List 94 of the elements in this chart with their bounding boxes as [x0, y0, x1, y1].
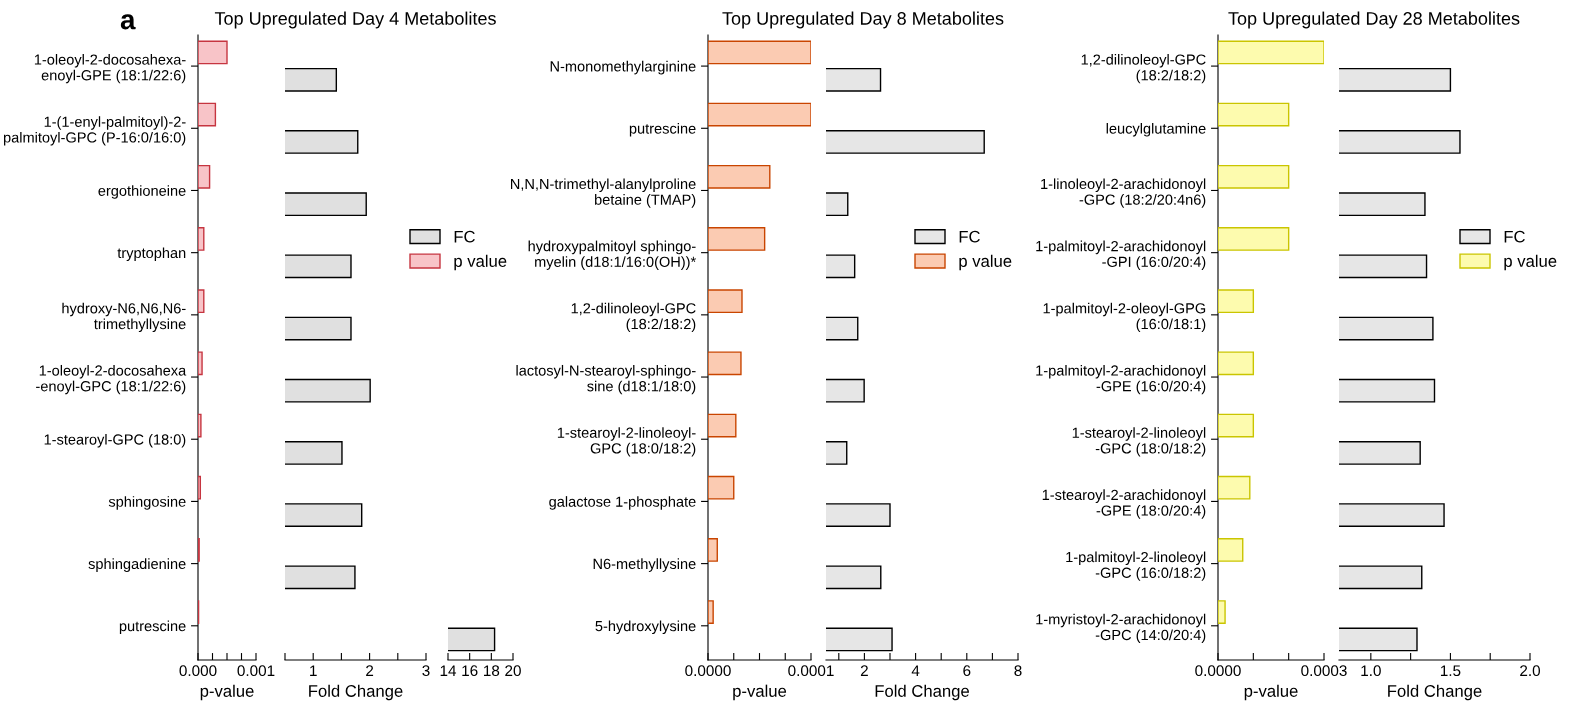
- legend-label: p value: [959, 254, 1012, 271]
- bar: [1218, 351, 1255, 376]
- y-tick-label: 5-hydroxylysine: [595, 620, 696, 635]
- y-tick-label: tryptophan: [117, 247, 186, 261]
- bar: [198, 40, 228, 65]
- bar: [198, 289, 205, 314]
- x-tick-label: 1.0: [1361, 665, 1381, 677]
- bar: [708, 164, 771, 189]
- x-tick-label: 0.0000: [685, 665, 731, 677]
- y-tick-label: 1-stearoyl-GPC (18:0): [44, 433, 186, 448]
- x-tick-label: 14: [440, 665, 457, 676]
- x-tick-label: 2.0: [1520, 665, 1541, 677]
- x-tick-label: 8: [1014, 665, 1022, 677]
- bar: [198, 413, 202, 438]
- text: Top Upregulated Day 8 Metabolites: [722, 11, 1004, 29]
- bar: [198, 227, 205, 251]
- bar: [198, 164, 211, 189]
- x-axis-title: p-value: [733, 684, 787, 701]
- legend-label: p value: [454, 254, 507, 271]
- y-tick-label: 1,2-dilinoleoyl-GPC (18:2/18:2): [1081, 54, 1206, 84]
- y-tick-label: 1-oleoyl-2-docosahexa -enoyl-GPC (18:1/22:6): [36, 364, 187, 395]
- y-tick-label: putrescine: [119, 620, 186, 635]
- y-tick-label: 1-myristoyl-2-arachidonoyl -GPC (14:0/20:4): [1036, 613, 1206, 644]
- y-tick-label: putrescine: [629, 123, 696, 137]
- y-tick-label: 1-palmitoyl-2-oleoyl-GPG (16:0/18:1): [1043, 302, 1206, 333]
- y-tick-label: 1-(1-enyl-palmitoyl)-2- palmitoyl-GPC (P-16:0/16:0): [3, 116, 186, 146]
- y-tick-label: lactosyl-N-stearoyl-sphingo- sine (d18:1/18:0): [516, 364, 696, 395]
- x-tick-label: 0.0001: [788, 665, 834, 677]
- x-tick-label: 18: [484, 665, 500, 677]
- y-tick-label: 1-stearoyl-2-linoleoyl -GPC (18:0/18:2): [1072, 427, 1206, 457]
- text: Top Upregulated Day 28 Metabolites: [1228, 11, 1520, 29]
- y-tick-label: sphingosine: [108, 496, 186, 510]
- y-tick-label: galactose 1-phosphate: [549, 496, 696, 510]
- bar: [708, 413, 737, 438]
- y-tick-label: sphingadienine: [88, 558, 186, 572]
- y-tick-label: 1-oleoyl-2-docosahexa- enoyl-GPE (18:1/22:6): [34, 54, 186, 84]
- legend-label: FC: [454, 230, 475, 243]
- x-tick-label: 0.0000: [1195, 665, 1241, 677]
- y-tick-label: hydroxy-N6,N6,N6- trimethyllysine: [62, 302, 186, 333]
- x-axis-title: p-value: [200, 684, 254, 701]
- bar: [708, 351, 742, 376]
- bar: [708, 475, 735, 500]
- y-tick-label: ergothioneine: [98, 185, 186, 199]
- bar: [708, 600, 714, 625]
- bar: [708, 102, 811, 127]
- x-tick-label: 16: [462, 665, 478, 677]
- x-tick-label: 6: [963, 665, 971, 677]
- bar: [1218, 289, 1255, 314]
- y-tick-label: 1-palmitoyl-2-arachidonoyl -GPI (16:0/20:4): [1036, 240, 1206, 270]
- x-tick-label: 0.001: [237, 665, 275, 677]
- y-tick-label: 1-palmitoyl-2-arachidonoyl -GPE (16:0/20:4): [1036, 364, 1206, 395]
- y-tick-label: N,N,N-trimethyl-alanylproline betaine (TMAP): [511, 178, 696, 208]
- y-tick-label: 1,2-dilinoleoyl-GPC (18:2/18:2): [571, 302, 696, 333]
- bar: [708, 538, 718, 562]
- legend-label: FC: [1504, 230, 1525, 243]
- x-tick-label: 0.000: [179, 665, 217, 677]
- y-tick-label: 1-palmitoyl-2-linoleoyl -GPC (16:0/18:2): [1066, 551, 1206, 581]
- legend-label: p value: [1504, 254, 1557, 271]
- bar: [198, 475, 202, 500]
- bar: [1218, 102, 1290, 127]
- y-tick-label: N-monomethylarginine: [550, 60, 696, 75]
- x-tick-label: 20: [505, 665, 521, 677]
- bar: [1218, 538, 1244, 562]
- bar: [1218, 475, 1251, 500]
- x-axis-title: Fold Change: [309, 684, 403, 701]
- legend-label: FC: [959, 230, 980, 243]
- y-tick-label: 1-stearoyl-2-linoleoyl- GPC (18:0/18:2): [557, 427, 696, 457]
- y-tick-label: 1-linoleoyl-2-arachidonoyl -GPC (18:2/20:4n6): [1041, 178, 1206, 208]
- bar: [708, 227, 766, 251]
- bar: [1218, 600, 1226, 625]
- text: a: [120, 14, 136, 30]
- x-axis-title: Fold Change: [875, 684, 969, 701]
- bar: [198, 351, 203, 376]
- bar: [1218, 164, 1290, 189]
- bar: [198, 102, 217, 127]
- bar: [1218, 413, 1255, 438]
- x-tick-label: 4: [911, 665, 920, 676]
- x-axis-title: Fold Change: [1388, 684, 1482, 701]
- text: Top Upregulated Day 4 Metabolites: [214, 11, 496, 29]
- bar: [708, 289, 743, 314]
- bar: [1218, 227, 1290, 251]
- bar: [708, 40, 811, 65]
- x-tick-label: 1: [310, 665, 317, 676]
- x-tick-label: 2: [366, 665, 374, 676]
- y-tick-label: hydroxypalmitoyl sphingo- myelin (d18:1/16:0(OH))*: [528, 240, 696, 270]
- x-tick-label: 0.0003: [1301, 665, 1347, 677]
- y-tick-label: N6-methyllysine: [593, 558, 696, 572]
- x-tick-label: 1.5: [1440, 665, 1461, 677]
- y-tick-label: leucylglutamine: [1106, 123, 1206, 137]
- bar: [1218, 40, 1324, 65]
- x-tick-label: 2: [860, 665, 868, 676]
- x-axis-title: p-value: [1244, 684, 1298, 701]
- x-tick-label: 3: [422, 665, 430, 677]
- y-tick-label: 1-stearoyl-2-arachidonoyl -GPE (18:0/20:4): [1042, 489, 1206, 519]
